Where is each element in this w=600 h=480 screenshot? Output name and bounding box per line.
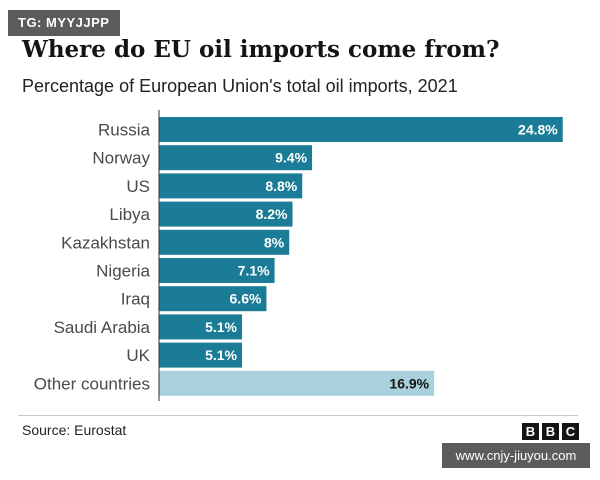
bar-us [159,173,303,199]
bar-other-countries [159,370,435,396]
bar-chart: Russia 24.8% Norway 9.4% US 8.8% Libya 8.2% Kaza… [34,110,563,401]
tg-badge: TG: MYYJJPP [8,10,120,36]
value-label: 8.8% [265,178,297,194]
value-label: 8% [264,234,285,250]
source-note: Source: Eurostat [22,422,127,438]
value-label: 7.1% [238,263,270,279]
value-label: 6.6% [230,291,262,307]
bbc-logo-letter-1: B [522,423,539,440]
bbc-logo-letter-3: C [562,423,579,440]
category-label: Libya [109,205,150,224]
bar-norway [159,145,313,171]
footer-divider [18,415,578,416]
chart-title: Where do EU oil imports come from? [22,36,500,63]
category-label: Norway [92,149,150,168]
category-label: Nigeria [96,262,150,281]
bar-libya [159,201,293,227]
bar-saudi-arabia [159,314,243,340]
value-label: 5.1% [205,319,237,335]
category-label: Other countries [34,374,150,393]
bbc-logo-letter-2: B [542,423,559,440]
category-label: UK [126,346,150,365]
bar-russia [159,117,563,142]
category-label: Russia [98,121,151,140]
category-label: Iraq [121,290,150,309]
value-label: 9.4% [275,150,307,166]
value-label: 8.2% [256,206,288,222]
bar-uk [159,342,243,368]
bar-kazakhstan [159,229,290,255]
bbc-logo: B B C [522,423,579,440]
value-label: 24.8% [518,122,558,138]
chart-subtitle: Percentage of European Union's total oil… [22,76,458,96]
category-label: Saudi Arabia [54,318,151,337]
value-label: 5.1% [205,347,237,363]
bar-iraq [159,286,267,312]
category-label: US [126,177,150,196]
value-label: 16.9% [389,375,429,391]
bar-nigeria [159,258,275,283]
watermark: www.cnjy-jiuyou.com [442,443,590,468]
category-label: Kazakhstan [61,233,150,252]
